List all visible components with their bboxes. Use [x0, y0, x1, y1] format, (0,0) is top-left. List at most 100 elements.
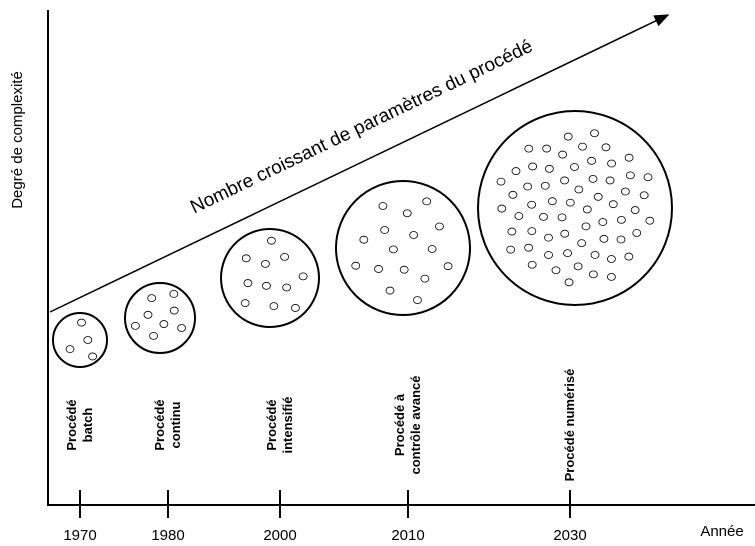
stage-circle	[335, 180, 471, 316]
particle	[524, 144, 534, 153]
particle	[402, 209, 412, 218]
stage-circle	[124, 282, 196, 354]
particle	[574, 185, 584, 194]
particle	[582, 205, 592, 214]
particle	[241, 254, 251, 263]
stage-label: Procédé àcontrôle avancé	[392, 376, 423, 475]
stage-label-line: continu	[168, 401, 183, 448]
particle	[607, 159, 616, 168]
stage-label-line: Procédé	[264, 399, 279, 450]
particle	[632, 229, 642, 237]
particle	[617, 215, 626, 224]
particle	[409, 231, 419, 239]
particle	[514, 212, 524, 220]
particle	[282, 283, 292, 292]
particle	[560, 229, 570, 238]
stage-label-line: contrôle avancé	[408, 376, 423, 475]
particle	[374, 265, 383, 273]
particle	[578, 142, 587, 151]
stage-circle	[477, 110, 673, 306]
particle	[169, 289, 179, 298]
particle	[511, 167, 521, 175]
particle	[620, 187, 630, 196]
particle	[577, 239, 587, 247]
particle	[527, 227, 537, 235]
trend-label: Nombre croissant de paramètres du procéd…	[187, 36, 536, 218]
particle	[547, 197, 557, 206]
particle	[630, 206, 640, 214]
particle	[616, 235, 626, 244]
particle	[624, 252, 634, 261]
particle	[243, 279, 253, 287]
year-label: 2000	[263, 527, 296, 544]
particle	[588, 174, 598, 183]
particle	[540, 181, 550, 190]
stage-label: Procédécontinu	[152, 399, 183, 450]
particle	[598, 218, 608, 226]
particle	[570, 163, 579, 171]
particle	[65, 345, 75, 354]
particle	[77, 318, 86, 327]
particle	[262, 281, 271, 290]
particle	[544, 164, 554, 173]
particle	[590, 251, 600, 259]
particle	[528, 162, 538, 171]
particle	[413, 296, 422, 305]
particle	[524, 243, 534, 252]
particle	[565, 198, 575, 207]
stage-label: Procédébatch	[64, 399, 95, 450]
particle	[563, 132, 573, 141]
particle	[83, 336, 93, 344]
particle	[435, 222, 444, 231]
particle	[608, 200, 618, 209]
particle	[378, 202, 388, 210]
particle	[544, 251, 553, 259]
particle	[351, 261, 361, 270]
particle	[625, 171, 635, 180]
trend-arrow	[49, 14, 670, 313]
y-axis-label: Degré de complexité	[9, 71, 26, 209]
particle	[593, 192, 603, 201]
particle	[143, 310, 153, 319]
particle	[624, 153, 634, 162]
particle	[581, 222, 591, 231]
particle	[557, 213, 567, 222]
particle	[422, 197, 432, 206]
particle	[147, 294, 157, 303]
particle	[420, 274, 430, 283]
stage-label: Procédéintensifié	[264, 396, 295, 453]
particle	[563, 249, 572, 258]
particle	[607, 255, 616, 263]
particle	[645, 216, 655, 225]
particle	[527, 260, 537, 269]
particle	[359, 235, 369, 244]
particle	[269, 302, 279, 311]
particle	[159, 320, 169, 328]
x-axis-label: Année	[700, 523, 743, 540]
particle	[388, 245, 398, 254]
particle	[496, 177, 506, 186]
year-label: 1970	[63, 527, 96, 544]
stage-label: Procédé numérisé	[562, 369, 577, 482]
stage-label-line: Procédé	[64, 399, 79, 450]
stage-label-line: batch	[80, 408, 95, 443]
particle	[605, 176, 615, 185]
particle	[399, 265, 409, 274]
particle	[291, 304, 300, 312]
particle	[130, 321, 140, 330]
stage-label-line: Procédé à	[392, 393, 407, 456]
particle	[539, 212, 548, 221]
particle	[427, 245, 437, 253]
particle	[573, 262, 583, 271]
particle	[523, 182, 533, 191]
particle	[601, 143, 611, 152]
particle	[508, 190, 518, 199]
particle	[506, 245, 516, 254]
particle	[527, 200, 537, 209]
particle	[639, 191, 649, 200]
particle	[507, 227, 517, 236]
particle	[177, 324, 186, 332]
particle	[542, 144, 552, 153]
stage-label-line: intensifié	[280, 396, 295, 453]
